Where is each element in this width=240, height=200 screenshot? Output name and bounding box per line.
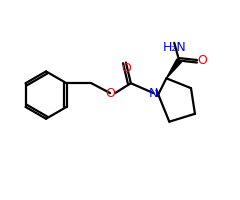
- Polygon shape: [166, 59, 181, 78]
- Text: O: O: [121, 62, 131, 75]
- Text: O: O: [197, 54, 207, 67]
- Text: O: O: [105, 87, 115, 100]
- Text: N: N: [149, 87, 158, 100]
- Text: H₂N: H₂N: [162, 41, 186, 54]
